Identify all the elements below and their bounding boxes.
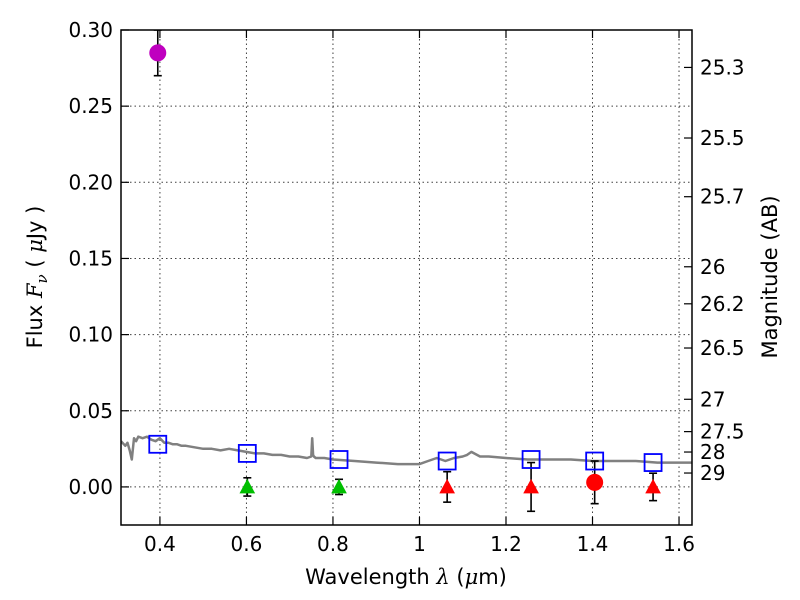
upper-limit-point — [239, 478, 256, 494]
x-tick-label: 0.4 — [144, 532, 176, 556]
magnitude-tick-label: 26.2 — [700, 292, 745, 316]
upper-limit-point — [523, 478, 539, 494]
x-tick-label: 0.6 — [231, 532, 263, 556]
x-tick-label: 1.4 — [577, 532, 609, 556]
magnitude-tick-label: 25.5 — [700, 126, 745, 150]
model-spectrum-line — [121, 435, 692, 466]
y-tick-label: 0.05 — [68, 399, 113, 423]
model-photometry-point — [148, 434, 168, 454]
magnitude-tick-label: 25.7 — [700, 185, 745, 209]
model-photometry-point — [329, 450, 349, 469]
magnitude-tick-label: 28 — [700, 440, 725, 464]
magnitude-tick-label: 27 — [700, 387, 725, 411]
plot-area — [121, 30, 692, 513]
y-tick-label: 0.30 — [68, 18, 113, 42]
x-tick-label: 1.6 — [663, 532, 695, 556]
model-photometry-point — [643, 453, 663, 472]
y-axis-label: Flux Fν ( μJy ) — [23, 206, 51, 349]
model-photometry-point — [521, 450, 541, 469]
detection-point — [149, 44, 167, 62]
magnitude-tick-label: 26.5 — [700, 336, 745, 360]
y-tick-label: 0.00 — [68, 475, 113, 499]
x-tick-label: 1.2 — [490, 532, 522, 556]
y-tick-label: 0.15 — [68, 246, 113, 270]
model-photometry-point — [585, 451, 605, 471]
magnitude-tick-label: 27.5 — [700, 420, 745, 444]
axis-ticks: 0.4 0.6 0.8 1 1.2 1.4 1.6 0.00 0.05 0.10 0.15 0.20 0… — [68, 18, 744, 556]
upper-limit-point — [645, 478, 661, 494]
grid — [121, 29, 692, 525]
y-tick-label: 0.20 — [68, 170, 113, 194]
right-axis-label: Magnitude (AB) — [758, 195, 782, 358]
x-axis-label: Wavelength λ (μm) — [305, 565, 507, 589]
detection-point — [586, 473, 604, 491]
y-tick-label: 0.10 — [68, 323, 113, 347]
upper-limit-point — [439, 478, 455, 494]
plot-frame — [120, 29, 693, 526]
y-tick-label: 0.25 — [68, 94, 113, 118]
magnitude-tick-label: 25.3 — [700, 55, 745, 79]
x-tick-label: 0.8 — [317, 532, 349, 556]
x-tick-label: 1 — [413, 532, 426, 556]
model-photometry-point — [237, 444, 257, 463]
upper-limit-point — [331, 478, 347, 494]
magnitude-tick-label: 26 — [700, 255, 725, 279]
magnitude-tick-label: 29 — [700, 461, 725, 485]
model-photometry-point — [437, 451, 457, 471]
